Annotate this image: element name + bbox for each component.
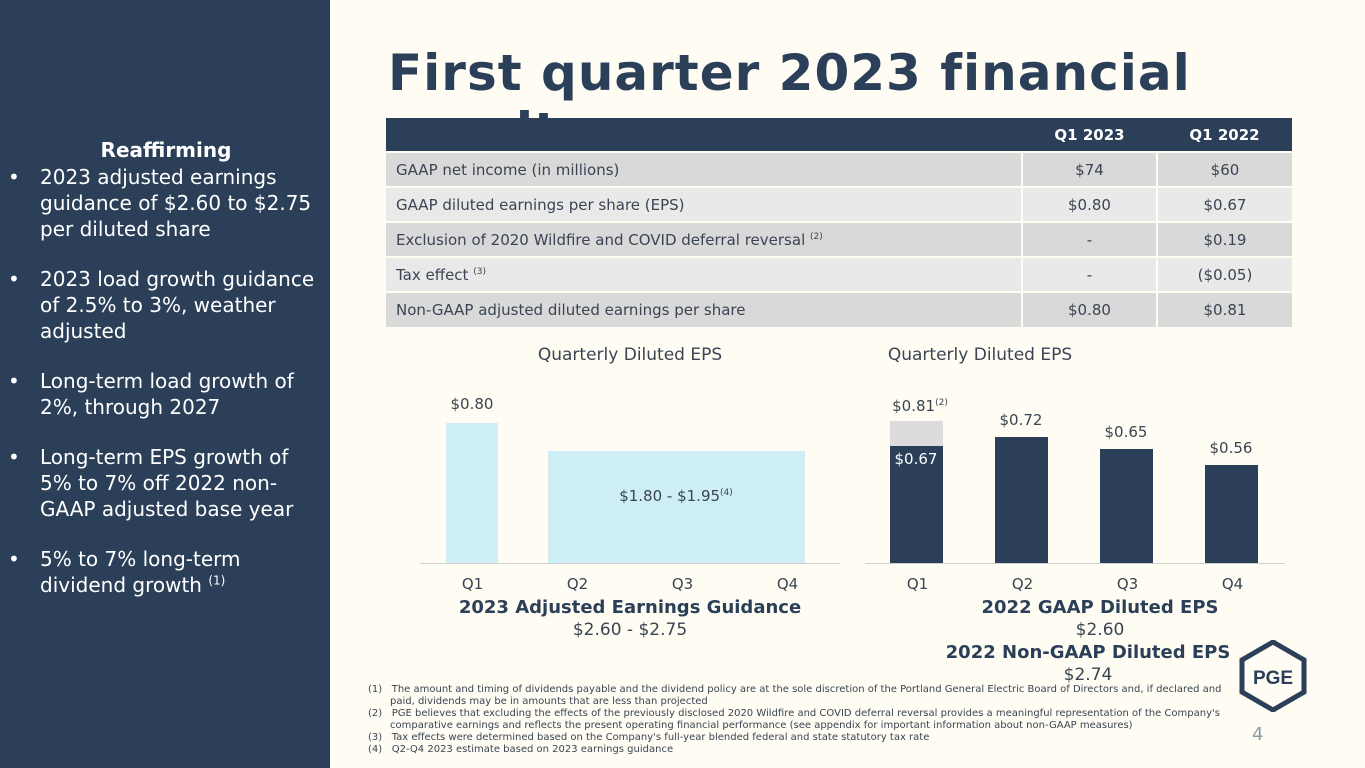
q1-2023-cell: $74 <box>1021 151 1157 187</box>
bar-q1 <box>446 423 498 563</box>
item-text: Long-term load growth of 2%, through 202… <box>40 369 294 419</box>
q1-2022-cell: ($0.05) <box>1156 256 1292 292</box>
q1-2023-cell: - <box>1021 221 1157 257</box>
q1-2023-cell: - <box>1021 256 1157 292</box>
table-row: Tax effect (3) - ($0.05) <box>386 256 1292 292</box>
x-tick-label: Q3 <box>1116 575 1139 593</box>
q1-2022-cell: $0.81 <box>1156 291 1292 327</box>
table-row: Non-GAAP adjusted diluted earnings per s… <box>386 291 1292 327</box>
chart-title: Quarterly Diluted EPS <box>537 345 723 365</box>
chart-caption-2-value: $2.74 <box>1063 665 1113 685</box>
sidebar-heading: Reaffirming <box>100 138 232 162</box>
sidebar-item: 2023 load growth guidance of 2.5% to 3%,… <box>8 266 323 344</box>
data-label: $0.65 <box>1104 423 1148 442</box>
x-tick-label: Q2 <box>566 575 589 593</box>
q1-2023-cell: $0.80 <box>1021 186 1157 222</box>
x-tick-label: Q2 <box>1011 575 1034 593</box>
header-cell <box>386 118 1022 152</box>
total-label: $0.81(2) <box>892 397 948 416</box>
row-label: GAAP net income (in millions) <box>386 151 1022 187</box>
sidebar-item: Long-term load growth of 2%, through 202… <box>8 368 323 420</box>
chart-caption-value: $2.60 - $2.75 <box>572 620 688 640</box>
data-label: $0.80 <box>450 395 494 413</box>
sidebar-list: 2023 adjusted earnings guidance of $2.60… <box>8 164 323 622</box>
x-axis <box>420 563 840 564</box>
chart-caption: 2022 GAAP Diluted EPS <box>981 597 1219 618</box>
q1-2022-cell: $0.19 <box>1156 221 1292 257</box>
footnote: (4) Q2-Q4 2023 estimate based on 2023 ea… <box>368 744 674 755</box>
range-label: $1.80 - $1.95(4) <box>619 487 733 505</box>
results-table: Q1 2023 Q1 2022 GAAP net income (in milli… <box>386 118 1292 327</box>
page-number: 4 <box>1252 724 1264 745</box>
table-header: Q1 2023 Q1 2022 <box>386 118 1292 152</box>
footnote: (2) PGE believes that excluding the effe… <box>368 708 1220 731</box>
x-tick-label: Q1 <box>461 575 484 593</box>
table-row: GAAP diluted earnings per share (EPS) $0.… <box>386 186 1292 222</box>
q1-2023-cell: $0.80 <box>1021 291 1157 327</box>
svg-text:PGE: PGE <box>1253 668 1293 689</box>
sidebar-item: 2023 adjusted earnings guidance of $2.60… <box>8 164 323 242</box>
data-label: $0.56 <box>1209 439 1253 457</box>
row-label: Tax effect (3) <box>386 256 1022 292</box>
chart-caption: 2023 Adjusted Earnings Guidance <box>458 597 802 618</box>
header-cell: Q1 2022 <box>1157 118 1292 152</box>
data-label: $0.72 <box>999 411 1043 429</box>
item-text: 2023 adjusted earnings guidance of $2.60… <box>40 165 312 241</box>
footnote-ref: (1) <box>208 573 226 588</box>
x-axis <box>865 563 1285 564</box>
sidebar-item: Long-term EPS growth of 5% to 7% off 202… <box>8 444 323 522</box>
row-label: GAAP diluted earnings per share (EPS) <box>386 186 1022 222</box>
bar-q3 <box>1100 449 1153 563</box>
chart-caption-2: 2022 Non-GAAP Diluted EPS <box>945 642 1231 663</box>
item-text: Long-term EPS growth of 5% to 7% off 202… <box>40 445 294 521</box>
range-bar-q2-q4 <box>548 451 805 563</box>
footnotes: (1) The amount and timing of dividends p… <box>368 684 1248 756</box>
adjustment-bar-q1 <box>890 421 943 446</box>
sidebar-item: 5% to 7% long-term dividend growth (1) <box>8 546 323 598</box>
row-label: Non-GAAP adjusted diluted earnings per s… <box>386 291 1022 327</box>
footnote: (1) The amount and timing of dividends p… <box>368 684 1222 707</box>
x-tick-label: Q4 <box>776 575 799 593</box>
item-text: 2023 load growth guidance of 2.5% to 3%,… <box>40 267 315 343</box>
bar-q2 <box>995 437 1048 563</box>
bar-q4 <box>1205 465 1258 563</box>
header-cell: Q1 2023 <box>1022 118 1157 152</box>
sidebar: Reaffirming 2023 adjusted earnings guida… <box>0 0 330 768</box>
table-row: GAAP net income (in millions) $74 $60 <box>386 151 1292 187</box>
chart-caption-value: $2.60 <box>1075 620 1125 640</box>
bar-q1 <box>890 445 943 563</box>
x-tick-label: Q3 <box>671 575 694 593</box>
x-tick-label: Q4 <box>1221 575 1244 593</box>
chart-title: Quarterly Diluted EPS <box>887 345 1073 365</box>
x-tick-label: Q1 <box>906 575 929 593</box>
table-row: Exclusion of 2020 Wildfire and COVID def… <box>386 221 1292 257</box>
q1-2022-cell: $0.67 <box>1156 186 1292 222</box>
row-label: Exclusion of 2020 Wildfire and COVID def… <box>386 221 1022 257</box>
item-text: 5% to 7% long-term dividend growth <box>40 547 241 597</box>
footnote: (3) Tax effects were determined based on… <box>368 732 930 743</box>
q1-2022-cell: $60 <box>1156 151 1292 187</box>
data-label: $0.67 <box>894 449 938 468</box>
pge-logo: PGE <box>1239 640 1307 712</box>
